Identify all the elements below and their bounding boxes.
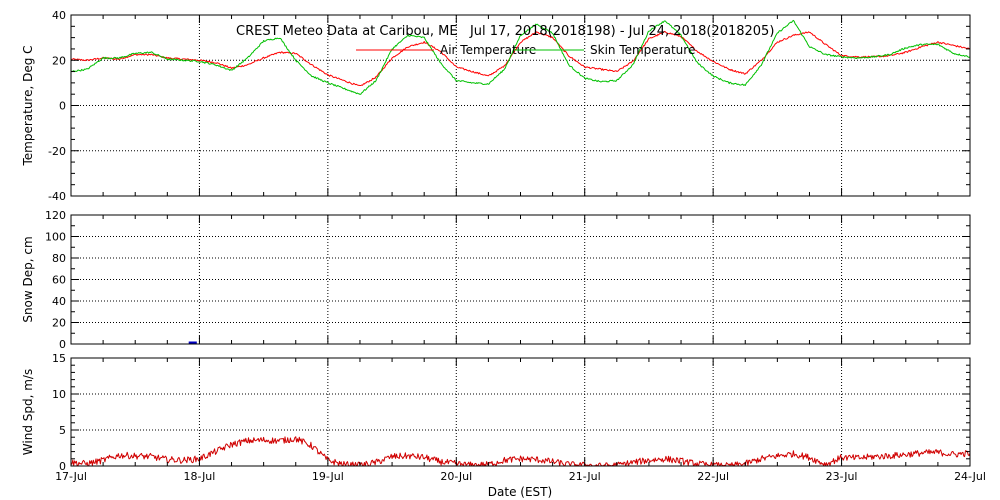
y-tick-label: 5 [59, 424, 66, 437]
y-axis-label: Temperature, Deg C [21, 45, 35, 166]
y-tick-label: 10 [52, 388, 66, 401]
series-layer [70, 19, 971, 467]
chart-title: CREST Meteo Data at Caribou, ME Jul 17, … [236, 24, 774, 39]
y-tick-label: 60 [52, 274, 66, 287]
y-tick-label: 20 [52, 317, 66, 330]
x-axis-label: Date (EST) [488, 485, 552, 499]
y-tick-label: 0 [59, 460, 66, 473]
x-tick-label: 18-Jul [183, 470, 215, 483]
panel-frame [70, 14, 971, 197]
series-line-air-temperature [70, 30, 971, 86]
legend-label: Air Temperature [440, 43, 536, 57]
x-tick-label: 21-Jul [569, 470, 601, 483]
y-tick-label: -40 [48, 190, 66, 203]
y-axis-label: Wind Spd, m/s [21, 369, 35, 455]
frame-layer [70, 14, 971, 467]
legend-label: Skin Temperature [590, 43, 695, 57]
y-tick-label: 0 [59, 338, 66, 351]
y-tick-label: 120 [45, 209, 66, 222]
y-tick-label: 80 [52, 252, 66, 265]
y-tick-label: 100 [45, 231, 66, 244]
x-tick-label: 19-Jul [312, 470, 344, 483]
y-tick-label: -20 [48, 145, 66, 158]
y-tick-label: 15 [52, 352, 66, 365]
y-tick-label: 40 [52, 9, 66, 22]
x-tick-label: 20-Jul [440, 470, 472, 483]
y-axis-label: Snow Dep, cm [21, 236, 35, 322]
x-tick-label: 23-Jul [826, 470, 858, 483]
text-layer: CREST Meteo Data at Caribou, ME Jul 17, … [21, 9, 986, 499]
x-tick-label: 22-Jul [697, 470, 729, 483]
grid-layer [71, 15, 970, 466]
series-line-panel2-series0 [71, 436, 971, 467]
x-tick-label: 24-Jul [954, 470, 986, 483]
series-line-skin-temperature [70, 19, 971, 95]
x-tick-label: 17-Jul [55, 470, 87, 483]
y-tick-label: 40 [52, 295, 66, 308]
panel-frame [70, 357, 971, 467]
panel-frame [70, 214, 971, 345]
y-tick-label: 0 [59, 100, 66, 113]
y-tick-label: 20 [52, 54, 66, 67]
